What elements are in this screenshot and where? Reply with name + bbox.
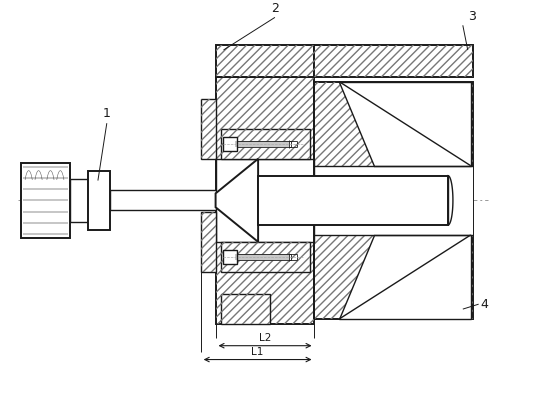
Bar: [215, 159, 315, 242]
Bar: [201, 212, 215, 272]
Bar: [21, 163, 70, 238]
Bar: [201, 212, 215, 272]
Bar: [215, 45, 315, 77]
Bar: [224, 250, 237, 264]
Bar: [220, 129, 309, 159]
Text: 4: 4: [481, 298, 488, 310]
Text: L2: L2: [259, 333, 271, 343]
Text: 3: 3: [468, 10, 475, 23]
Bar: [315, 82, 473, 319]
Bar: [315, 45, 473, 77]
Bar: [110, 191, 222, 210]
Text: 2: 2: [271, 2, 279, 16]
Bar: [220, 242, 309, 272]
Bar: [224, 137, 237, 151]
Bar: [315, 45, 473, 77]
Bar: [220, 294, 270, 324]
Polygon shape: [215, 159, 258, 242]
Polygon shape: [339, 82, 471, 166]
Bar: [215, 77, 315, 324]
Bar: [88, 171, 110, 230]
Bar: [220, 242, 309, 272]
Bar: [201, 100, 215, 159]
Bar: [315, 82, 473, 319]
Bar: [220, 129, 309, 159]
Bar: [235, 254, 291, 259]
Bar: [201, 100, 215, 159]
Bar: [215, 77, 315, 324]
Bar: [70, 179, 88, 222]
Bar: [315, 166, 473, 235]
Bar: [235, 141, 291, 147]
Text: L1: L1: [251, 346, 264, 357]
Polygon shape: [339, 235, 471, 319]
Bar: [220, 294, 270, 324]
Bar: [215, 45, 315, 77]
Bar: [258, 175, 448, 225]
Text: 1: 1: [103, 107, 111, 120]
